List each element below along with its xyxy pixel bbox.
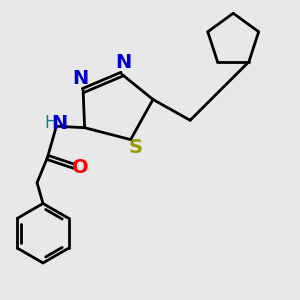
Text: O: O (72, 158, 89, 177)
Text: N: N (115, 53, 131, 72)
Text: S: S (128, 137, 142, 157)
Text: N: N (72, 69, 88, 88)
Text: H: H (45, 114, 57, 132)
Text: N: N (51, 114, 68, 133)
